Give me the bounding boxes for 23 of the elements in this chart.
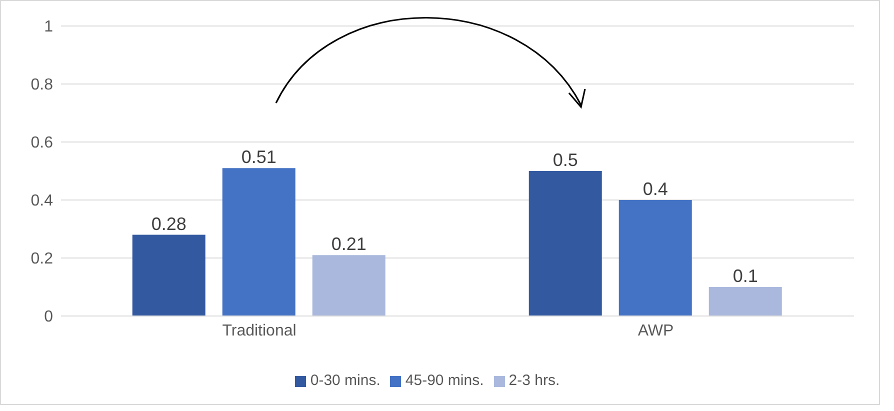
bar [312,255,386,316]
y-tick-label: 0.4 [30,192,54,210]
x-tick-label: AWP [638,322,674,340]
bar [528,171,602,316]
data-label: 0.4 [642,179,668,199]
bar [708,287,782,316]
y-tick-label: 0 [44,308,54,326]
legend-label: 2-3 hrs. [508,372,560,389]
bar [222,168,296,316]
bar [618,200,692,316]
y-tick-label: 1 [44,18,54,36]
data-label: 0.51 [241,147,276,168]
data-label: 0.21 [331,234,366,254]
y-tick-label: 0.2 [30,250,54,268]
data-label: 0.5 [552,150,578,170]
y-tick-label: 0.8 [30,76,54,94]
y-tick-label: 0.6 [30,134,54,152]
x-tick-label: Traditional [222,322,296,340]
legend-label: 45-90 mins. [405,372,484,389]
data-label: 0.1 [732,266,758,286]
legend-label: 0-30 mins. [310,372,380,389]
data-label: 0.28 [151,214,186,234]
bar [132,234,206,316]
